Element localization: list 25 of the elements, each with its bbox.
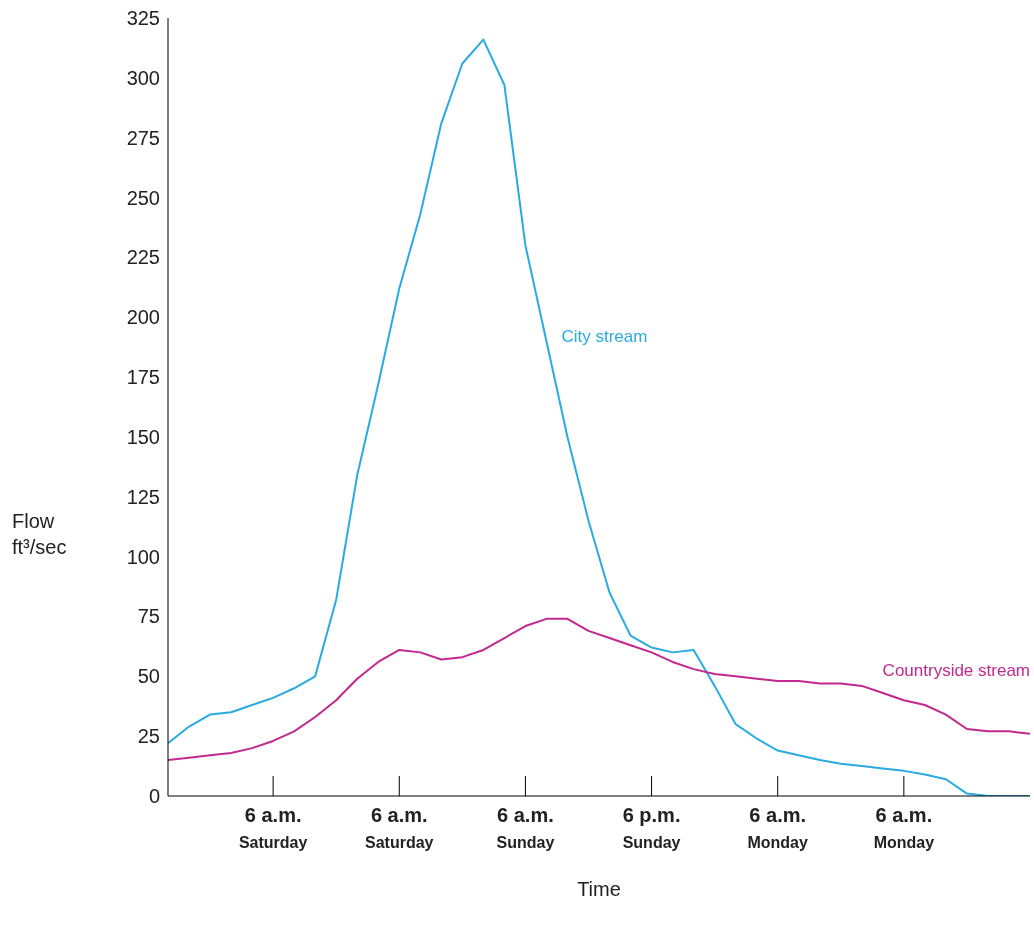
y-tick-label: 300 [126, 66, 160, 89]
y-tick-label: 325 [126, 7, 160, 29]
x-tick-label: 6 a.m. Monday [873, 804, 935, 851]
y-tick-label: 250 [126, 186, 160, 209]
line-series [167, 617, 1031, 762]
y-tick-label: 125 [126, 485, 160, 508]
y-tick-label: 50 [137, 665, 160, 688]
x-tick-label: 6 a.m. Sunday [496, 804, 555, 851]
y-tick-label: 0 [148, 785, 160, 807]
x-tick-label: 6 a.m. Saturday [365, 804, 434, 851]
x-axis-title: Time [577, 878, 621, 900]
y-axis-title: Flow ft³/sec [12, 509, 67, 560]
y-tick-label: 225 [126, 246, 160, 269]
x-tick-label: 6 a.m. Monday [747, 804, 809, 851]
y-tick-label: 75 [137, 605, 160, 628]
y-tick-label: 175 [126, 366, 160, 389]
x-tick-label: 6 p.m. Sunday [622, 804, 681, 851]
y-tick-label: 275 [126, 126, 160, 149]
y-tick-label: 150 [126, 425, 160, 448]
series-label: City stream [561, 326, 648, 346]
y-tick-label: 200 [126, 306, 160, 329]
x-tick-label: 6 a.m. Saturday [238, 804, 308, 851]
y-tick-label: 100 [126, 545, 160, 568]
y-tick-label: 25 [137, 725, 160, 748]
series-label: Countryside stream [882, 660, 1030, 680]
